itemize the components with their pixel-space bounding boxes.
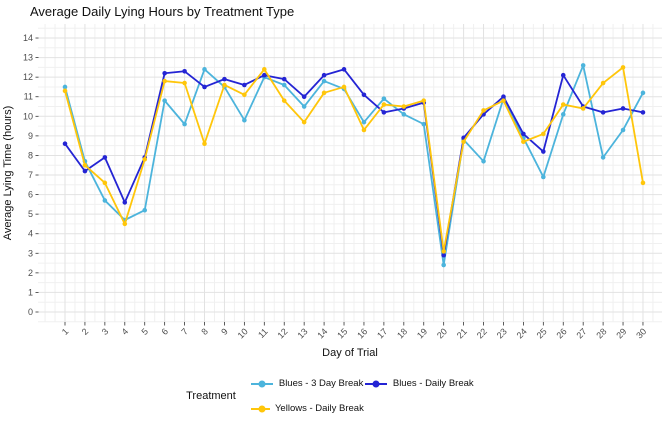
legend: Treatment Blues - 3 Day Break Blues - Da… [0,371,668,421]
svg-text:10: 10 [236,326,250,340]
svg-text:14: 14 [23,33,33,43]
svg-text:28: 28 [594,326,608,340]
legend-entry-blues-3-day-break: Blues - 3 Day Break [250,371,364,396]
svg-text:27: 27 [574,326,588,340]
svg-text:25: 25 [535,326,549,340]
svg-text:19: 19 [415,326,429,340]
svg-text:7: 7 [28,170,33,180]
svg-text:11: 11 [24,92,33,102]
svg-text:23: 23 [495,326,509,340]
svg-text:9: 9 [219,326,230,337]
svg-text:22: 22 [475,326,489,340]
series-line-1 [64,68,644,257]
svg-text:12: 12 [275,326,289,340]
legend-label: Blues - 3 Day Break [278,378,364,389]
legend-key-icon [250,380,273,387]
svg-text:2: 2 [28,268,33,278]
legend-entry-yellows-daily-break: Yellows - Daily Break [250,396,364,421]
legend-entries: Blues - 3 Day Break Blues - Daily Break … [250,371,482,421]
svg-text:1: 1 [60,326,71,337]
svg-text:14: 14 [315,326,329,340]
chart-title: Average Daily Lying Hours by Treatment T… [30,4,295,19]
y-axis-title: Average Lying Time (hours) [2,106,14,241]
svg-text:6: 6 [28,190,33,200]
svg-text:11: 11 [256,326,270,340]
svg-text:6: 6 [159,326,170,337]
svg-text:26: 26 [555,326,569,340]
svg-text:1: 1 [28,287,33,297]
svg-text:5: 5 [28,209,33,219]
legend-key-icon [364,380,387,387]
legend-title: Treatment [186,390,236,402]
svg-text:2: 2 [80,326,91,337]
svg-text:4: 4 [28,229,33,239]
svg-text:7: 7 [179,326,190,337]
svg-text:8: 8 [199,326,210,337]
svg-text:15: 15 [335,326,349,340]
svg-text:18: 18 [395,326,409,340]
svg-text:0: 0 [28,307,33,317]
svg-text:16: 16 [355,326,369,340]
legend-label: Yellows - Daily Break [274,403,364,414]
svg-text:3: 3 [100,326,111,337]
svg-text:17: 17 [375,326,389,340]
svg-text:24: 24 [515,326,529,340]
svg-text:10: 10 [23,111,33,121]
x-tick-labels: 1 2 3 4 5 6 7 8 9 10 11 12 13 14 15 16 17 18 19 20 21 22 23 24 2… [60,326,649,340]
axis-ticks [35,37,644,326]
svg-text:3: 3 [28,248,33,258]
series-line-0 [64,64,644,266]
svg-text:13: 13 [23,53,33,63]
series-points-2 [62,65,646,254]
legend-entry-blues-daily-break: Blues - Daily Break [364,371,478,396]
svg-text:8: 8 [28,150,33,160]
svg-text:4: 4 [120,326,131,337]
x-axis-title: Day of Trial [322,347,378,359]
legend-label: Blues - Daily Break [392,378,474,389]
series-line-2 [64,66,644,253]
svg-text:5: 5 [140,326,151,337]
svg-text:21: 21 [455,326,469,340]
svg-text:12: 12 [23,72,33,82]
gridlines-minor [38,24,662,323]
svg-text:30: 30 [634,326,648,340]
svg-text:9: 9 [28,131,33,141]
svg-text:29: 29 [614,326,628,340]
svg-text:13: 13 [295,326,309,340]
gridlines-major [38,24,662,322]
legend-key-icon [250,405,270,412]
svg-text:20: 20 [435,326,449,340]
